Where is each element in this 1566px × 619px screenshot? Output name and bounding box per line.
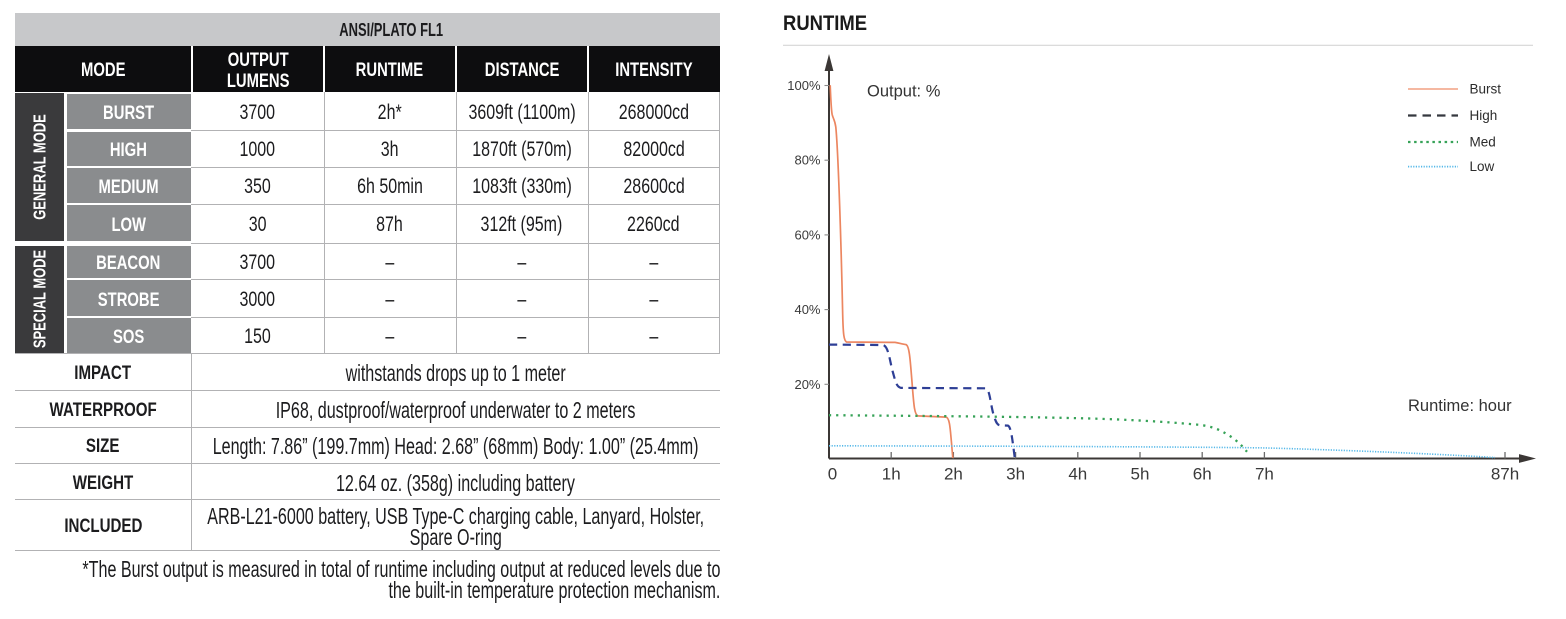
svg-text:87h: 87h: [1491, 465, 1519, 484]
svg-text:Output: %: Output: %: [867, 83, 941, 101]
svg-text:3h: 3h: [1006, 465, 1025, 484]
svg-text:5h: 5h: [1131, 465, 1150, 484]
svg-text:RUNTIME: RUNTIME: [783, 11, 867, 35]
svg-text:2h: 2h: [944, 465, 963, 484]
svg-text:80%: 80%: [794, 153, 820, 168]
svg-text:Burst: Burst: [1470, 82, 1502, 97]
svg-text:6h: 6h: [1193, 465, 1212, 484]
svg-text:100%: 100%: [787, 78, 821, 93]
svg-text:1h: 1h: [882, 465, 901, 484]
svg-text:60%: 60%: [794, 227, 820, 242]
svg-text:Low: Low: [1470, 159, 1495, 174]
svg-text:Med: Med: [1470, 135, 1496, 150]
svg-text:High: High: [1470, 108, 1498, 123]
svg-text:7h: 7h: [1255, 465, 1274, 484]
svg-text:0: 0: [828, 465, 837, 484]
svg-text:Runtime: hour: Runtime: hour: [1408, 397, 1512, 415]
svg-text:20%: 20%: [794, 377, 820, 392]
svg-text:4h: 4h: [1068, 465, 1087, 484]
svg-text:40%: 40%: [794, 302, 820, 317]
